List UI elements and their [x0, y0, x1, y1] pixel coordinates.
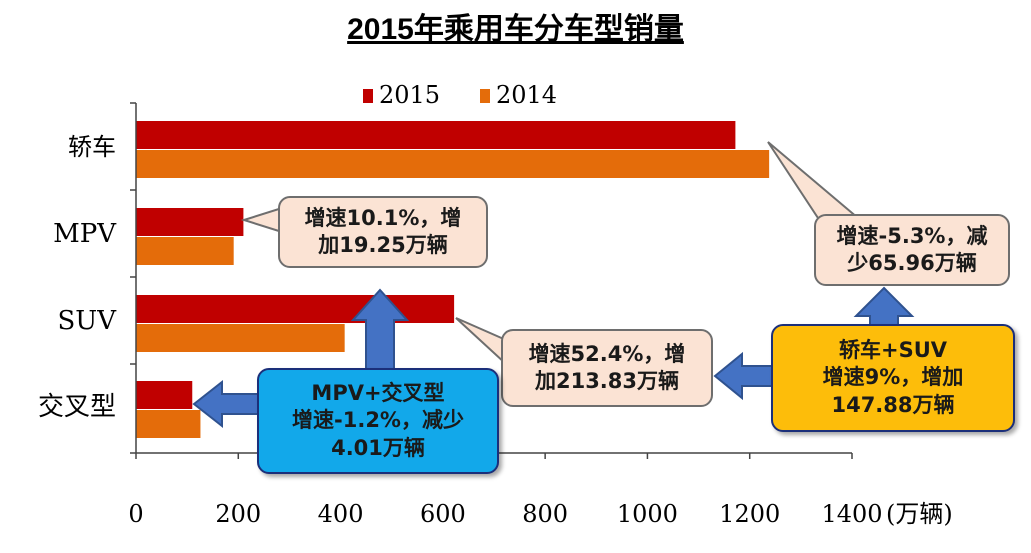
- x-tick-label-0: 0: [128, 500, 143, 528]
- legend-label-2014: 2014: [496, 81, 557, 109]
- sedan-suv-line3: 147.88万辆: [831, 392, 955, 417]
- mpv-crossover-line2: 增速-1.2%，减少: [292, 408, 464, 433]
- sedan-suv-line1: 轿车+SUV: [838, 338, 948, 363]
- x-tick-label-6: 1200: [719, 500, 780, 528]
- x-tick-label-2: 400: [318, 500, 364, 528]
- bar-2014-3: [136, 410, 201, 438]
- x-tick-label-3: 600: [420, 500, 466, 528]
- bar-2014-2: [136, 324, 345, 352]
- bar-2015-0: [136, 121, 736, 149]
- arrow-to-crossover: [192, 379, 259, 429]
- mpv-crossover-line1: MPV+交叉型: [311, 381, 445, 406]
- sedan-suv-line2: 增速9%，增加: [822, 365, 964, 390]
- sedan-callout-line2: 少65.96万辆: [847, 251, 977, 275]
- x-tick-label-1: 200: [215, 500, 261, 528]
- mpv-growth-callout: 增速10.1%，增 加19.25万辆: [278, 196, 488, 268]
- bar-2014-0: [136, 150, 770, 178]
- suv-growth-callout: 增速52.4%，增 加213.83万辆: [501, 329, 713, 407]
- mpv-callout-line2: 加19.25万辆: [318, 233, 448, 257]
- arrows: [192, 141, 915, 429]
- sedan-suv-summary-callout: 轿车+SUV 增速9%，增加 147.88万辆: [771, 324, 1015, 432]
- bar-2015-1: [136, 208, 244, 236]
- arrow-to-sedan-callout: [853, 286, 915, 329]
- legend: 2015 2014: [363, 81, 557, 109]
- category-label-3: 交叉型: [38, 392, 116, 422]
- bar-2014-1: [136, 237, 234, 265]
- mpv-callout-line1: 增速10.1%，增: [304, 205, 462, 230]
- category-label-2: SUV: [58, 306, 118, 336]
- x-tick-label-7: 1400: [821, 500, 882, 528]
- mpv-callout-tail: [240, 206, 283, 234]
- category-label-1: MPV: [53, 219, 117, 249]
- suv-callout-line2: 加213.83万辆: [534, 369, 680, 393]
- bar-2015-3: [136, 381, 193, 409]
- legend-swatch-2014: [480, 89, 490, 103]
- x-tick-label-4: 800: [522, 500, 568, 528]
- suv-callout-line1: 增速52.4%，增: [528, 341, 686, 366]
- suv-callout-tail: [455, 317, 507, 367]
- arrow-to-suv-callout: [713, 351, 775, 401]
- category-label-0: 轿车: [68, 133, 116, 161]
- chart-title: 2015年乘用车分车型销量: [347, 13, 684, 46]
- sedan-growth-callout: 增速-5.3%，减 少65.96万辆: [814, 214, 1010, 286]
- sedan-callout-line1: 增速-5.3%，减: [836, 223, 988, 248]
- legend-label-2015: 2015: [379, 81, 440, 109]
- mpv-crossover-line3: 4.01万辆: [331, 435, 425, 460]
- mpv-crossover-summary-callout: MPV+交叉型 增速-1.2%，减少 4.01万辆: [257, 368, 499, 474]
- axes: 轿车 MPV SUV 交叉型 0 200 400 600 800 1000 1200 1400 (万辆): [38, 102, 953, 528]
- x-axis-unit: (万辆): [886, 500, 953, 528]
- x-tick-label-5: 1000: [617, 500, 678, 528]
- legend-swatch-2015: [363, 89, 373, 103]
- sedan-callout-tail: [767, 141, 861, 219]
